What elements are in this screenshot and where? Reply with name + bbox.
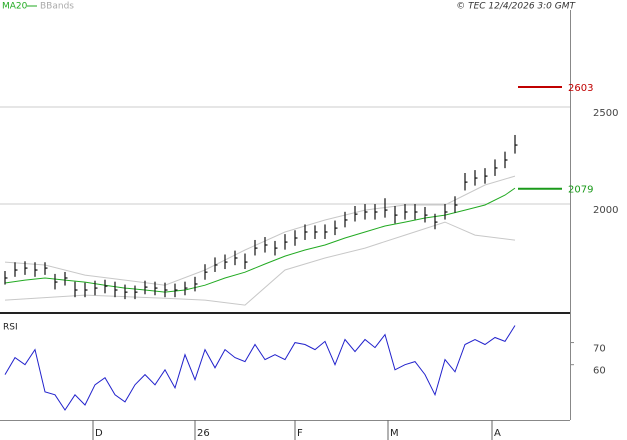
x-tick-label: D (95, 428, 103, 439)
legend-ma: MA20 (2, 2, 28, 12)
y-tick-label: 70 (593, 344, 606, 355)
level-label: 2603 (568, 83, 593, 94)
indicator-line (4, 175, 516, 286)
x-tick-label: F (297, 428, 303, 439)
panel-title: RSI (3, 323, 18, 333)
legend-bbands: BBands (40, 2, 74, 12)
indicator-line (4, 221, 516, 306)
x-tick-label: 26 (197, 428, 210, 439)
source: © TEC 12/4/2026 3:0 GMT (456, 2, 576, 12)
indicator-line (4, 187, 516, 293)
y-tick-label: 2000 (593, 205, 618, 216)
y-tick-label: 2500 (593, 108, 618, 119)
x-tick-label: A (494, 428, 501, 439)
y-tick-label: 60 (593, 366, 606, 377)
x-tick-label: M (390, 428, 399, 439)
level-label: 2079 (568, 185, 593, 196)
rsi-line (4, 325, 516, 411)
